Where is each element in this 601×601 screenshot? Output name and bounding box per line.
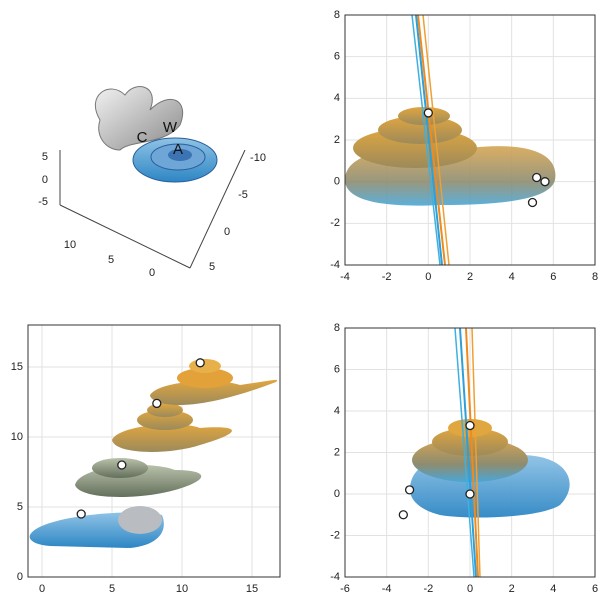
landmark-point — [117, 460, 127, 470]
plot-frame — [344, 14, 596, 266]
landmark-point — [465, 420, 475, 431]
x-tick-label: -2 — [423, 583, 433, 595]
landmark-point — [398, 510, 408, 520]
plot-frame — [344, 327, 596, 578]
y-tick-label: -4 — [330, 259, 340, 271]
landmark-label: W — [163, 119, 178, 136]
x-tick-label: 4 — [509, 271, 515, 283]
landmark-point — [423, 108, 433, 118]
axes-3d — [59, 149, 246, 269]
y-tick-label: 4 — [334, 92, 340, 104]
landmark-point — [404, 485, 415, 495]
y-tick-label: -2 — [330, 217, 340, 229]
landmark-label: C — [137, 129, 148, 146]
y-tick-label: 6 — [334, 363, 340, 375]
y-tick-label: 0 — [224, 226, 230, 238]
x-tick-label: 0 — [39, 583, 45, 595]
x-tick-label: 6 — [550, 271, 556, 283]
shell-rendering — [345, 14, 556, 266]
landmark-point — [540, 177, 550, 187]
x-tick-label: -2 — [382, 271, 392, 283]
z-tick-label: 0 — [42, 174, 48, 186]
axis-line — [59, 204, 191, 269]
y-tick-label: 6 — [334, 51, 340, 63]
landmark-point — [527, 197, 538, 208]
y-tick-label: 5 — [209, 261, 215, 273]
landmark-point — [195, 358, 205, 368]
y-tick-label: 0 — [334, 176, 340, 188]
plot-frame — [27, 324, 281, 578]
y-tick-label: 2 — [334, 446, 340, 458]
y-tick-label: 8 — [334, 322, 340, 334]
shell-rendering — [410, 327, 570, 578]
x-tick-label: -6 — [340, 583, 350, 595]
x-tick-label: 0 — [425, 271, 431, 283]
x-tick-label: 0 — [467, 583, 473, 595]
y-tick-label: 4 — [334, 405, 340, 417]
x-tick-label: 10 — [176, 583, 188, 595]
y-tick-label: -4 — [330, 571, 340, 583]
y-tick-label: 8 — [334, 9, 340, 21]
stack-rendering — [29, 359, 278, 548]
x-tick-label: 0 — [149, 267, 155, 279]
axis-line — [189, 149, 246, 269]
z-tick-label: -5 — [38, 196, 48, 208]
y-tick-label: -2 — [330, 529, 340, 541]
y-tick-label: 15 — [11, 361, 23, 373]
x-tick-label: -4 — [340, 271, 350, 283]
landmark-point — [465, 489, 475, 499]
y-tick-label: 10 — [11, 431, 23, 443]
x-tick-label: 6 — [592, 583, 598, 595]
ear-rendering — [94, 86, 218, 183]
renderings — [29, 14, 570, 578]
x-tick-label: 5 — [109, 583, 115, 595]
landmark-point — [532, 172, 542, 183]
x-tick-label: 8 — [592, 271, 598, 283]
x-tick-label: 2 — [467, 271, 473, 283]
z-tick-label: 5 — [42, 151, 48, 163]
x-tick-label: 15 — [246, 583, 258, 595]
landmark-point — [76, 509, 86, 519]
y-tick-label: 5 — [17, 501, 23, 513]
y-tick-label: -10 — [250, 152, 266, 164]
landmark-point — [152, 398, 162, 409]
x-tick-label: 10 — [64, 239, 76, 251]
y-tick-label: -5 — [238, 189, 248, 201]
x-tick-label: -4 — [382, 583, 392, 595]
y-tick-label: 0 — [334, 488, 340, 500]
x-tick-label: 5 — [108, 254, 114, 266]
x-tick-label: 4 — [550, 583, 556, 595]
x-tick-label: 2 — [509, 583, 515, 595]
y-tick-label: 2 — [334, 134, 340, 146]
y-tick-label: 0 — [17, 571, 23, 583]
landmark-label: A — [173, 141, 183, 158]
